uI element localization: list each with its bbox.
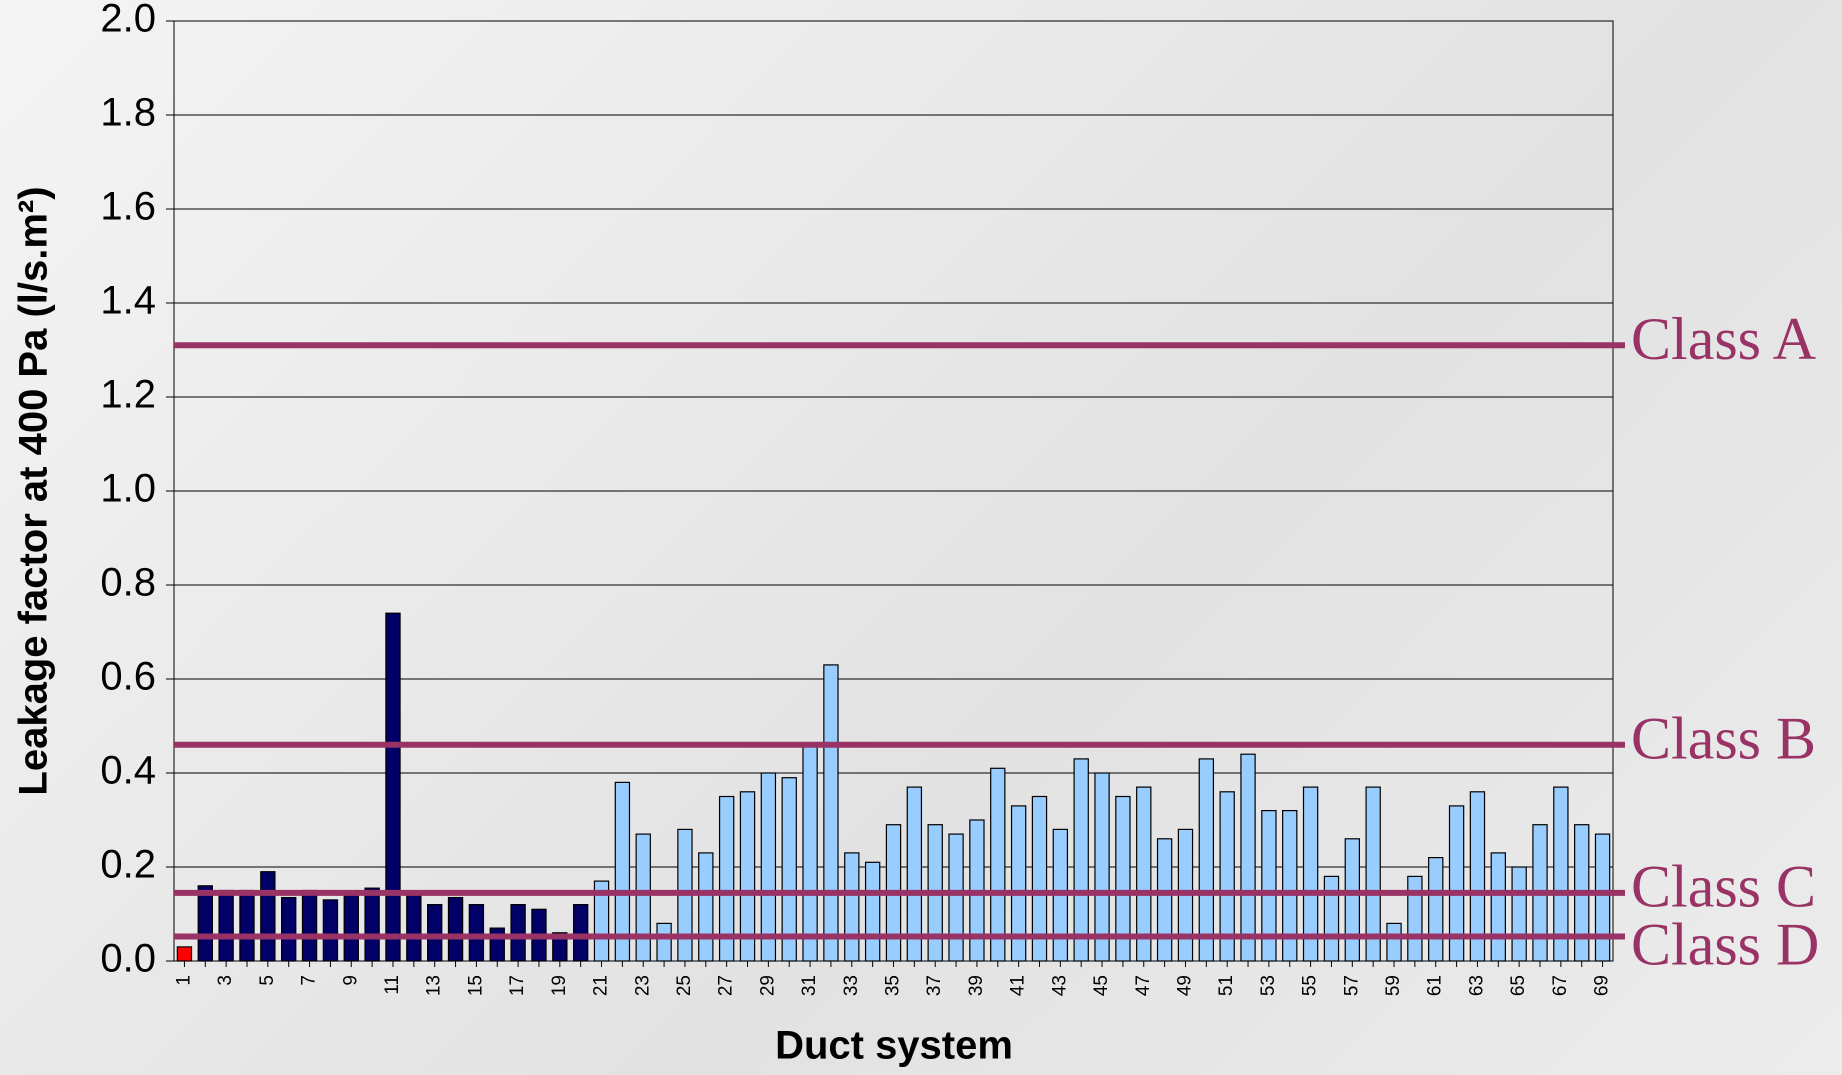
reference-label: Class B <box>1631 706 1816 772</box>
bar <box>1429 858 1443 961</box>
x-tick-label: 67 <box>1550 975 1571 996</box>
bar <box>866 862 880 961</box>
bar <box>636 834 650 961</box>
bar <box>991 768 1005 961</box>
x-tick-label: 5 <box>257 975 278 986</box>
bar <box>240 891 254 962</box>
x-tick-label: 41 <box>1008 975 1029 996</box>
x-tick-label: 1 <box>173 975 194 986</box>
x-tick-label: 57 <box>1341 975 1362 996</box>
bar <box>699 853 713 961</box>
x-tick-label: 63 <box>1466 975 1487 996</box>
x-tick-label: 39 <box>966 975 987 996</box>
x-tick-label: 69 <box>1592 975 1613 996</box>
y-tick-label: 0.0 <box>100 937 156 981</box>
bar <box>1241 754 1255 961</box>
bar <box>1158 839 1172 961</box>
bar <box>490 928 504 961</box>
x-tick-label: 61 <box>1425 975 1446 996</box>
reference-label: Class D <box>1631 912 1819 978</box>
bar <box>448 898 462 961</box>
bar <box>344 895 358 961</box>
bar <box>261 872 275 961</box>
x-tick-label: 49 <box>1174 975 1195 996</box>
x-axis-title: Duct system <box>775 1024 1013 1068</box>
bar <box>511 905 525 961</box>
bar <box>407 895 421 961</box>
bar <box>1345 839 1359 961</box>
bar <box>198 886 212 961</box>
reference-label: Class A <box>1631 306 1816 372</box>
x-tick-label: 51 <box>1216 975 1237 996</box>
x-tick-label: 21 <box>591 975 612 996</box>
bar <box>282 898 296 961</box>
reference-label: Class C <box>1631 854 1816 920</box>
bar <box>386 613 400 961</box>
bar <box>782 778 796 961</box>
bar <box>1512 867 1526 961</box>
x-tick-label: 11 <box>382 975 403 995</box>
bar <box>1199 759 1213 961</box>
bar <box>1074 759 1088 961</box>
bar <box>574 905 588 961</box>
x-tick-label: 13 <box>424 975 445 996</box>
bar <box>1408 876 1422 961</box>
x-tick-label: 37 <box>924 975 945 996</box>
bar <box>949 834 963 961</box>
x-tick-label: 7 <box>299 975 320 986</box>
bar <box>469 905 483 961</box>
x-tick-label: 27 <box>716 975 737 996</box>
bar <box>177 947 191 961</box>
x-tick-label: 33 <box>841 975 862 996</box>
x-tick-label: 59 <box>1383 975 1404 996</box>
bar <box>428 905 442 961</box>
bar <box>219 891 233 962</box>
x-tick-label: 29 <box>757 975 778 996</box>
y-tick-label: 1.6 <box>100 185 156 229</box>
x-tick-label: 15 <box>465 975 486 996</box>
x-tick-label: 31 <box>799 975 820 996</box>
x-tick-label: 9 <box>340 975 361 986</box>
x-tick-label: 55 <box>1300 975 1321 996</box>
chart: Duct system Leakage factor at 400 Pa (l/… <box>0 0 1842 1075</box>
x-tick-label: 45 <box>1091 975 1112 996</box>
bar <box>761 773 775 961</box>
bar <box>657 923 671 961</box>
bar <box>1095 773 1109 961</box>
bar <box>1387 923 1401 961</box>
bar <box>1324 876 1338 961</box>
bar <box>845 853 859 961</box>
x-tick-label: 53 <box>1258 975 1279 996</box>
x-tick-label: 25 <box>674 975 695 996</box>
x-tick-label: 47 <box>1133 975 1154 996</box>
y-tick-label: 0.8 <box>100 561 156 605</box>
x-tick-label: 65 <box>1508 975 1529 996</box>
x-tick-label: 17 <box>507 975 528 996</box>
y-tick-label: 1.2 <box>100 373 156 417</box>
y-tick-label: 1.0 <box>100 467 156 511</box>
x-tick-label: 35 <box>883 975 904 996</box>
y-tick-label: 0.6 <box>100 655 156 699</box>
y-tick-label: 0.2 <box>100 843 156 887</box>
bar <box>803 745 817 961</box>
x-tick-label: 19 <box>549 975 570 996</box>
x-tick-label: 43 <box>1049 975 1070 996</box>
bar <box>323 900 337 961</box>
bar <box>824 665 838 961</box>
y-tick-label: 2.0 <box>100 0 156 41</box>
y-axis-title: Leakage factor at 400 Pa (l/s.m²) <box>12 186 56 795</box>
y-tick-label: 1.4 <box>100 279 156 323</box>
y-tick-label: 0.4 <box>100 749 156 793</box>
x-tick-label: 23 <box>632 975 653 996</box>
bar <box>302 891 316 962</box>
bar <box>1491 853 1505 961</box>
y-tick-label: 1.8 <box>100 91 156 135</box>
x-tick-label: 3 <box>215 975 236 986</box>
bar <box>1595 834 1609 961</box>
bar <box>365 888 379 961</box>
